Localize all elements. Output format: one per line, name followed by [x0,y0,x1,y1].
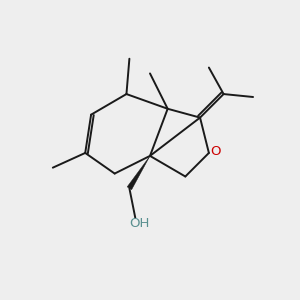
Polygon shape [127,156,150,190]
Text: O: O [210,145,220,158]
Text: OH: OH [130,217,150,230]
